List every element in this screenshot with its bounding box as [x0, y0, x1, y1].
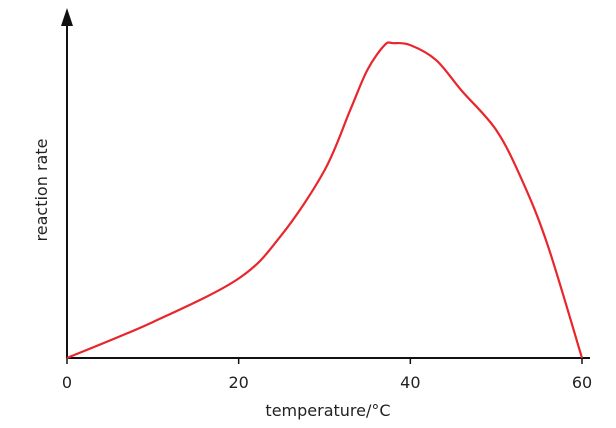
- y-axis-arrow: [61, 8, 73, 26]
- x-axis-label: temperature/°C: [265, 401, 390, 420]
- x-tick-label: 0: [62, 373, 72, 392]
- x-tick-label: 20: [228, 373, 248, 392]
- x-tick-label: 60: [572, 373, 592, 392]
- x-tick-label: 40: [400, 373, 420, 392]
- data-line: [66, 41, 584, 360]
- y-axis-label: reaction rate: [32, 139, 51, 242]
